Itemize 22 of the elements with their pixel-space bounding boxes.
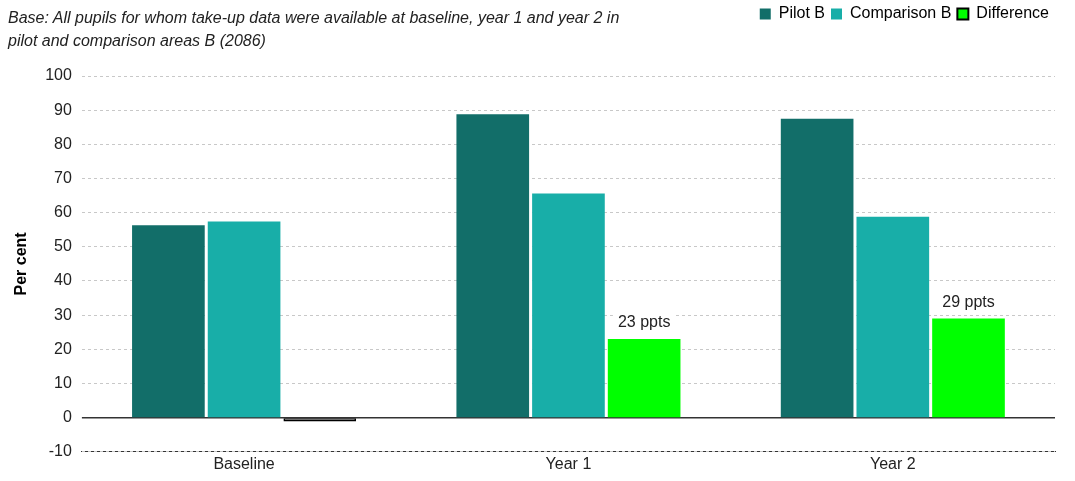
y-tick-label: 40 (54, 271, 72, 289)
legend-label: Difference (976, 4, 1050, 22)
y-tick-label: 100 (45, 66, 72, 84)
x-tick-label: Year 2 (869, 454, 916, 472)
y-tick-label: 0 (62, 408, 72, 426)
y-tick-label: -10 (48, 442, 72, 460)
y-tick-label: 10 (54, 373, 72, 391)
y-tick-label: 50 (54, 237, 72, 255)
y-tick-label: 60 (54, 203, 72, 221)
x-tick-label: Baseline (213, 454, 275, 472)
y-tick-label: 80 (54, 134, 72, 152)
y-tick-label: 90 (54, 100, 72, 118)
x-tick-label: Year 1 (545, 454, 592, 472)
legend-label: Comparison B (849, 4, 952, 22)
y-axis-title: Per cent (12, 231, 30, 296)
legend-label: Pilot B (778, 4, 825, 22)
text: Base: All pupils for whom take-up data were available at baseline, year 1 and year 2 in pilot and comparison areas B (2086) (8, 8, 621, 51)
data-label: 29 ppts (942, 292, 995, 310)
y-tick-label: 30 (54, 305, 72, 323)
data-label: 23 ppts (617, 313, 671, 331)
y-tick-label: 20 (54, 339, 72, 357)
y-tick-label: 70 (54, 168, 72, 186)
